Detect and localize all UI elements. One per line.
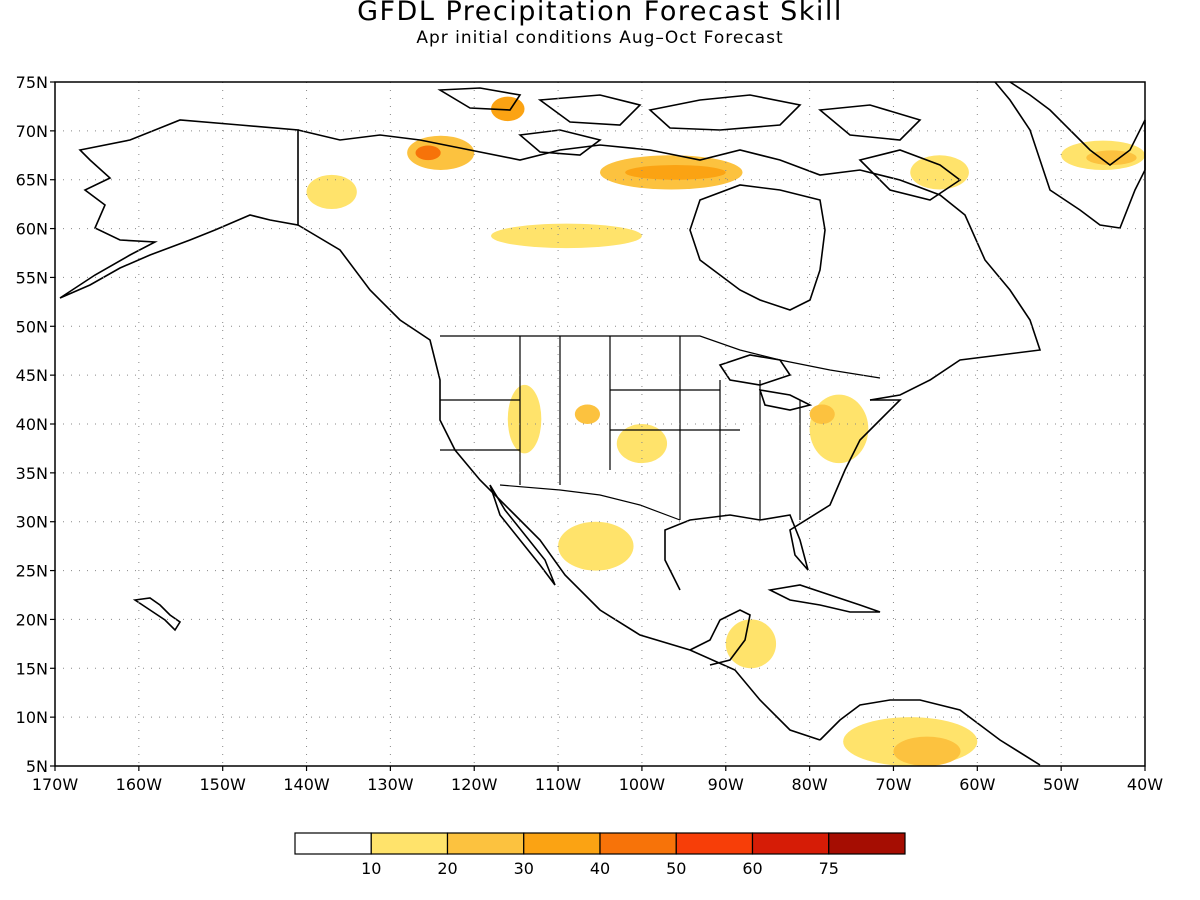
skill-region-baffin-east (910, 155, 969, 190)
lon-label: 110W (535, 775, 582, 794)
legend-swatch (599, 832, 677, 855)
legend-swatch (370, 832, 449, 855)
lat-label: 5N (26, 757, 48, 776)
legend-label: 75 (819, 859, 839, 878)
latitude-labels: 75N 70N 65N 60N 55N 50N 45N 40N 35N 30N 25N 20N 15N 1… (16, 73, 48, 776)
lat-label: 50N (16, 317, 48, 336)
legend-label: 10 (361, 859, 381, 878)
coastlines (59, 81, 1146, 766)
graticule (55, 82, 1145, 766)
skill-region-colorado (574, 404, 601, 424)
lon-label: 90W (708, 775, 744, 794)
skill-region-venezuela-core (893, 736, 961, 766)
legend-swatch (828, 832, 906, 855)
map-title: GFDL Precipitation Forecast Skill (357, 0, 843, 27)
lat-label: 45N (16, 366, 48, 385)
color-legend: 10 20 30 40 50 60 75 (294, 832, 906, 878)
legend-label: 40 (590, 859, 610, 878)
longitude-labels: 170W 160W 150W 140W 130W 120W 110W 100W 90W 80W 70… (32, 775, 1163, 794)
legend-label: 20 (437, 859, 457, 878)
lat-label: 35N (16, 464, 48, 483)
lon-label: 140W (283, 775, 330, 794)
lat-label: 55N (16, 268, 48, 287)
lat-label: 20N (16, 610, 48, 629)
skill-region-nw-canada-core (415, 145, 441, 161)
lon-label: 100W (619, 775, 666, 794)
map-subtitle: Apr initial conditions Aug–Oct Forecast (416, 28, 784, 48)
lat-label: 30N (16, 513, 48, 532)
lat-label: 65N (16, 171, 48, 190)
skill-region-mexico-north (558, 521, 634, 571)
skill-region-banks-island (491, 96, 525, 122)
lat-label: 75N (16, 73, 48, 92)
skill-region-great-basin (507, 384, 542, 454)
legend-label: 30 (514, 859, 534, 878)
lat-label: 15N (16, 659, 48, 678)
skill-region-nw-canada-1 (407, 135, 475, 170)
legend-swatch (294, 832, 372, 855)
lon-label: 160W (116, 775, 163, 794)
lat-label: 25N (16, 562, 48, 581)
lon-label: 50W (1043, 775, 1079, 794)
lon-label: 70W (875, 775, 911, 794)
legend-swatch (751, 832, 830, 855)
lon-label: 170W (32, 775, 79, 794)
legend-swatch (523, 832, 601, 855)
skill-region-central-america (725, 619, 777, 669)
lon-label: 60W (959, 775, 995, 794)
legend-swatch (675, 832, 754, 855)
skill-region-nunavut-core (625, 165, 726, 180)
lon-label: 40W (1127, 775, 1163, 794)
lon-label: 130W (367, 775, 414, 794)
lat-label: 70N (16, 122, 48, 141)
lon-label: 80W (792, 775, 828, 794)
lat-label: 60N (16, 220, 48, 239)
political-borders (440, 335, 881, 521)
lon-label: 120W (451, 775, 498, 794)
legend-label: 50 (666, 859, 686, 878)
lon-label: 150W (200, 775, 247, 794)
skill-region-yukon (306, 174, 357, 210)
skill-region-plains (616, 424, 668, 464)
lat-label: 10N (16, 708, 48, 727)
skill-region-nwt-south (491, 223, 642, 249)
legend-swatch (446, 832, 525, 855)
map-frame (54, 81, 1146, 767)
legend-label: 60 (742, 859, 762, 878)
skill-region-pennsylvania (809, 404, 835, 424)
lat-label: 40N (16, 415, 48, 434)
